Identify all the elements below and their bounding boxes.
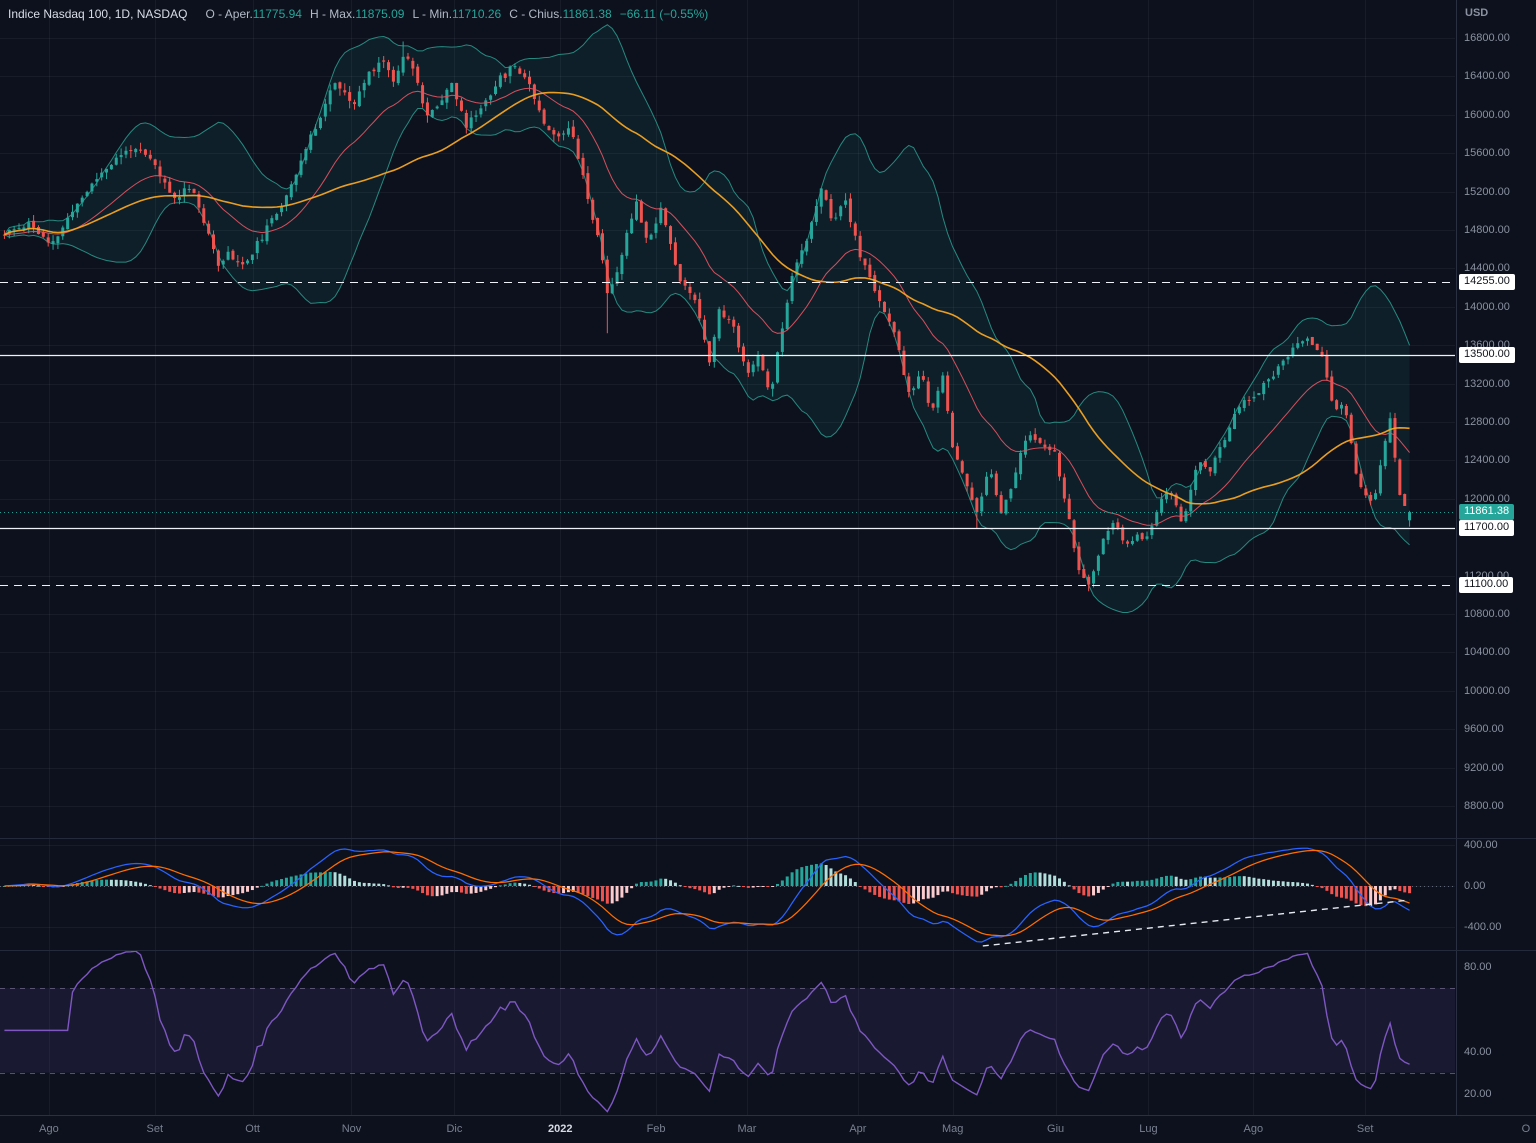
- axis-tick-label: 16800.00: [1464, 32, 1510, 45]
- time-tick-label: Dic: [446, 1123, 463, 1135]
- ohlc-value: 11875.09: [355, 7, 405, 21]
- price-level-badge: 13500.00: [1459, 346, 1515, 363]
- axis-tick-label: 15600.00: [1464, 147, 1510, 160]
- time-tick-label: Mar: [737, 1123, 757, 1135]
- ohlc-label: H - Max.: [309, 7, 356, 21]
- time-tick-label: Ago: [1243, 1123, 1264, 1135]
- ohlc-value: 11775.94: [252, 7, 302, 21]
- axis-tick-label: 14800.00: [1464, 224, 1510, 237]
- time-tick-label: Nov: [341, 1123, 362, 1135]
- axis-tick-label: 10400.00: [1464, 646, 1510, 659]
- symbol-legend: Indice Nasdaq 100, 1D, NASDAQ O - Aper.11…: [8, 7, 708, 21]
- axis-tick-label: 80.00: [1464, 960, 1492, 973]
- time-tick-label: Set: [1356, 1123, 1374, 1135]
- time-tick-label: O: [1521, 1123, 1531, 1135]
- price-level-badge: 14255.00: [1459, 274, 1515, 291]
- axis-tick-label: 14400.00: [1464, 262, 1510, 275]
- price-axis[interactable]: USD 16800.00 16400.00 16000.00 15600.00 1520…: [1456, 0, 1536, 1115]
- price-pane-canvas[interactable]: [0, 0, 1455, 838]
- price-change: −66.11 (−0.55%): [619, 7, 709, 21]
- rsi-pane-canvas[interactable]: [0, 950, 1455, 1115]
- time-tick-label: Ott: [245, 1123, 260, 1135]
- price-level-badge: 11700.00: [1459, 519, 1515, 536]
- axis-tick-label: 0.00: [1464, 880, 1486, 892]
- time-tick-label: Feb: [646, 1123, 666, 1135]
- time-tick-label: Lug: [1139, 1123, 1158, 1135]
- axis-tick-label: 12400.00: [1464, 454, 1510, 467]
- axis-tick-label: 9600.00: [1464, 723, 1504, 736]
- axis-tick-label: 15200.00: [1464, 185, 1510, 198]
- ohlc-label: O - Aper.: [205, 7, 253, 21]
- axis-tick-label: 10800.00: [1464, 608, 1510, 621]
- time-tick-label: Mag: [941, 1123, 964, 1135]
- axis-tick-label: 10000.00: [1464, 684, 1510, 697]
- time-tick-label: Apr: [849, 1123, 867, 1135]
- axis-tick-label: 8800.00: [1464, 800, 1504, 813]
- ohlc-label: C - Chius.: [509, 7, 563, 21]
- macd-pane-canvas[interactable]: [0, 838, 1455, 950]
- axis-tick-label: 16000.00: [1464, 108, 1510, 121]
- currency-label: USD: [1465, 7, 1489, 19]
- time-tick-label: Giu: [1047, 1123, 1065, 1135]
- symbol-title[interactable]: Indice Nasdaq 100, 1D, NASDAQ: [8, 7, 188, 21]
- price-level-badge: 11100.00: [1459, 577, 1514, 594]
- pane-separator[interactable]: [0, 950, 1536, 951]
- ohlc-value: 11710.26: [452, 7, 502, 21]
- axis-tick-label: 40.00: [1464, 1045, 1492, 1058]
- axis-tick-label: 400.00: [1464, 839, 1498, 851]
- last-price-badge: 11861.38: [1459, 504, 1515, 521]
- ohlc-value: 11861.38: [562, 7, 612, 21]
- time-tick-label: Ago: [39, 1123, 59, 1135]
- axis-tick-label: 13200.00: [1464, 377, 1510, 390]
- axis-tick-label: 12000.00: [1464, 492, 1510, 505]
- time-tick-label: Set: [146, 1123, 164, 1135]
- axis-tick-label: 9200.00: [1464, 761, 1504, 774]
- time-axis[interactable]: Ago Set Ott Nov Dic 2022 Feb Mar Apr Mag Giu Lug Ago…: [0, 1115, 1536, 1143]
- pane-separator[interactable]: [0, 838, 1536, 839]
- axis-tick-label: -400.00: [1464, 921, 1502, 933]
- axis-tick-label: 12800.00: [1464, 416, 1510, 429]
- axis-tick-label: 14000.00: [1464, 300, 1510, 313]
- axis-tick-label: 20.00: [1464, 1087, 1492, 1100]
- axis-tick-label: 16400.00: [1464, 70, 1510, 83]
- ohlc-label: L - Min.: [412, 7, 453, 21]
- time-tick-label: 2022: [548, 1123, 573, 1135]
